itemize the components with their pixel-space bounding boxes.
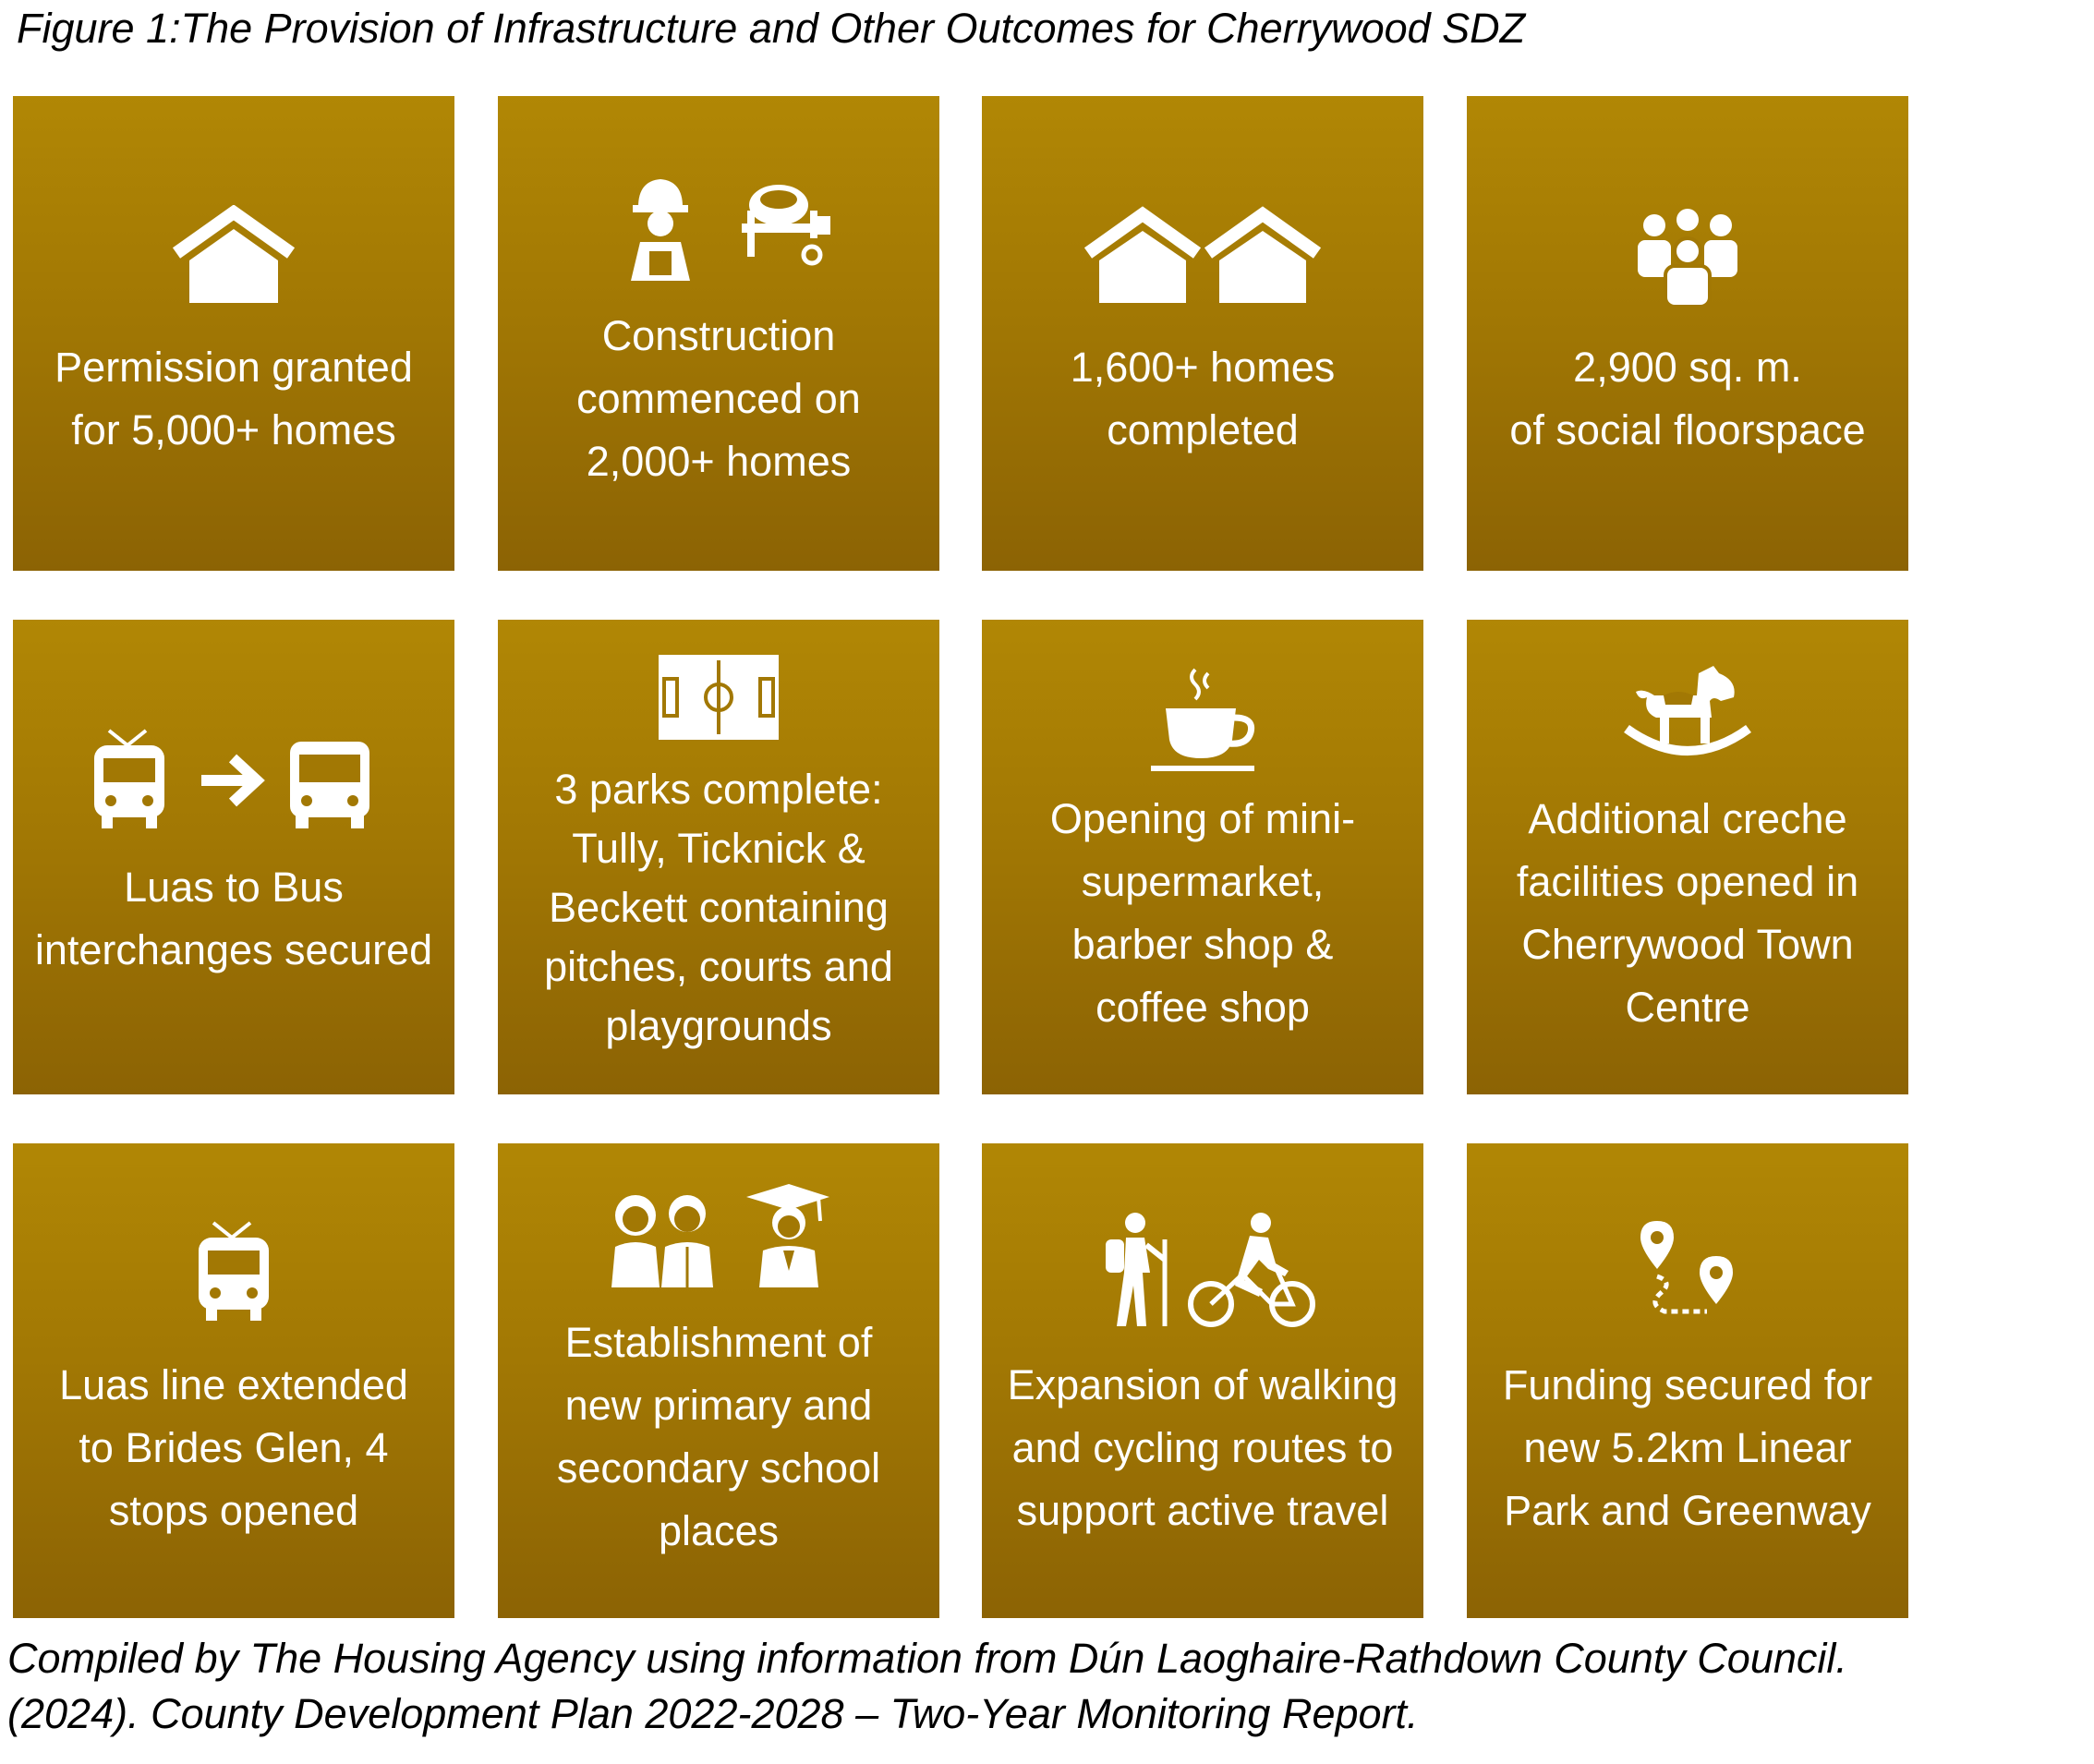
tile-label: 1,600+ homes completed [1070, 344, 1336, 453]
source-line: Compiled by The Housing Agency using inf… [7, 1635, 1847, 1682]
tile-label: Establishment of new primary and secondary… [556, 1319, 881, 1554]
tile-label: Additional creche facilities opened in Che… [1516, 795, 1859, 1031]
football-pitch-icon [498, 655, 939, 740]
tile-label: Opening of mini-supermarket, barber shop … [1049, 795, 1356, 1031]
tile-label: 3 parks complete: Tully, Ticknick & Becket… [544, 766, 893, 1049]
tile-social-floorspace: 2,900 sq. m. of social floorspace [1467, 96, 1908, 571]
tile-label: Permission granted for 5,000+ homes [54, 344, 413, 453]
tile-luas-extended: Luas line extended to Brides Glen, 4 stops… [13, 1143, 454, 1618]
students-graduate-icon [498, 1180, 939, 1287]
tile-homes-completed: 1,600+ homes completed [982, 96, 1423, 571]
tile-label: Construction commenced on 2,000+ homes [576, 312, 861, 485]
tram-icon [13, 1219, 454, 1324]
tile-construction: Construction commenced on 2,000+ homes [498, 96, 939, 571]
map-route-pins-icon [1467, 1219, 1908, 1324]
group-people-icon [1467, 209, 1908, 307]
tile-permission-granted: Permission granted for 5,000+ homes [13, 96, 454, 571]
tile-label: Expansion of walking and cycling routes t… [1007, 1361, 1398, 1534]
hiker-cyclist-icon [982, 1212, 1423, 1328]
source-line: (2024). County Development Plan 2022-202… [7, 1690, 1419, 1737]
figure-caption: Figure 1:The Provision of Infrastructure… [17, 5, 1526, 52]
tile-label: 2,900 sq. m. of social floorspace [1509, 344, 1866, 453]
tile-walking-cycling: Expansion of walking and cycling routes t… [982, 1143, 1423, 1618]
tile-schools: Establishment of new primary and secondary… [498, 1143, 939, 1618]
house-icon [13, 205, 454, 308]
coffee-cup-icon [982, 666, 1423, 775]
tile-label: Luas line extended to Brides Glen, 4 stops… [59, 1361, 408, 1534]
rocking-horse-icon [1467, 664, 1908, 766]
tile-shops: Opening of mini-supermarket, barber shop … [982, 620, 1423, 1094]
source-note: Compiled by The Housing Agency using inf… [7, 1631, 1847, 1742]
construction-worker-mixer-icon [498, 170, 939, 281]
tile-creche: Additional creche facilities opened in Che… [1467, 620, 1908, 1094]
tile-linear-park: Funding secured for new 5.2km Linear Park … [1467, 1143, 1908, 1618]
tile-label: Luas to Bus interchanges secured [34, 864, 433, 973]
tile-luas-bus: Luas to Bus interchanges secured [13, 620, 454, 1094]
tram-to-bus-icon [13, 727, 454, 832]
two-houses-icon [982, 205, 1423, 308]
tile-label: Funding secured for new 5.2km Linear Park … [1502, 1361, 1873, 1534]
tile-parks: 3 parks complete: Tully, Ticknick & Becket… [498, 620, 939, 1094]
